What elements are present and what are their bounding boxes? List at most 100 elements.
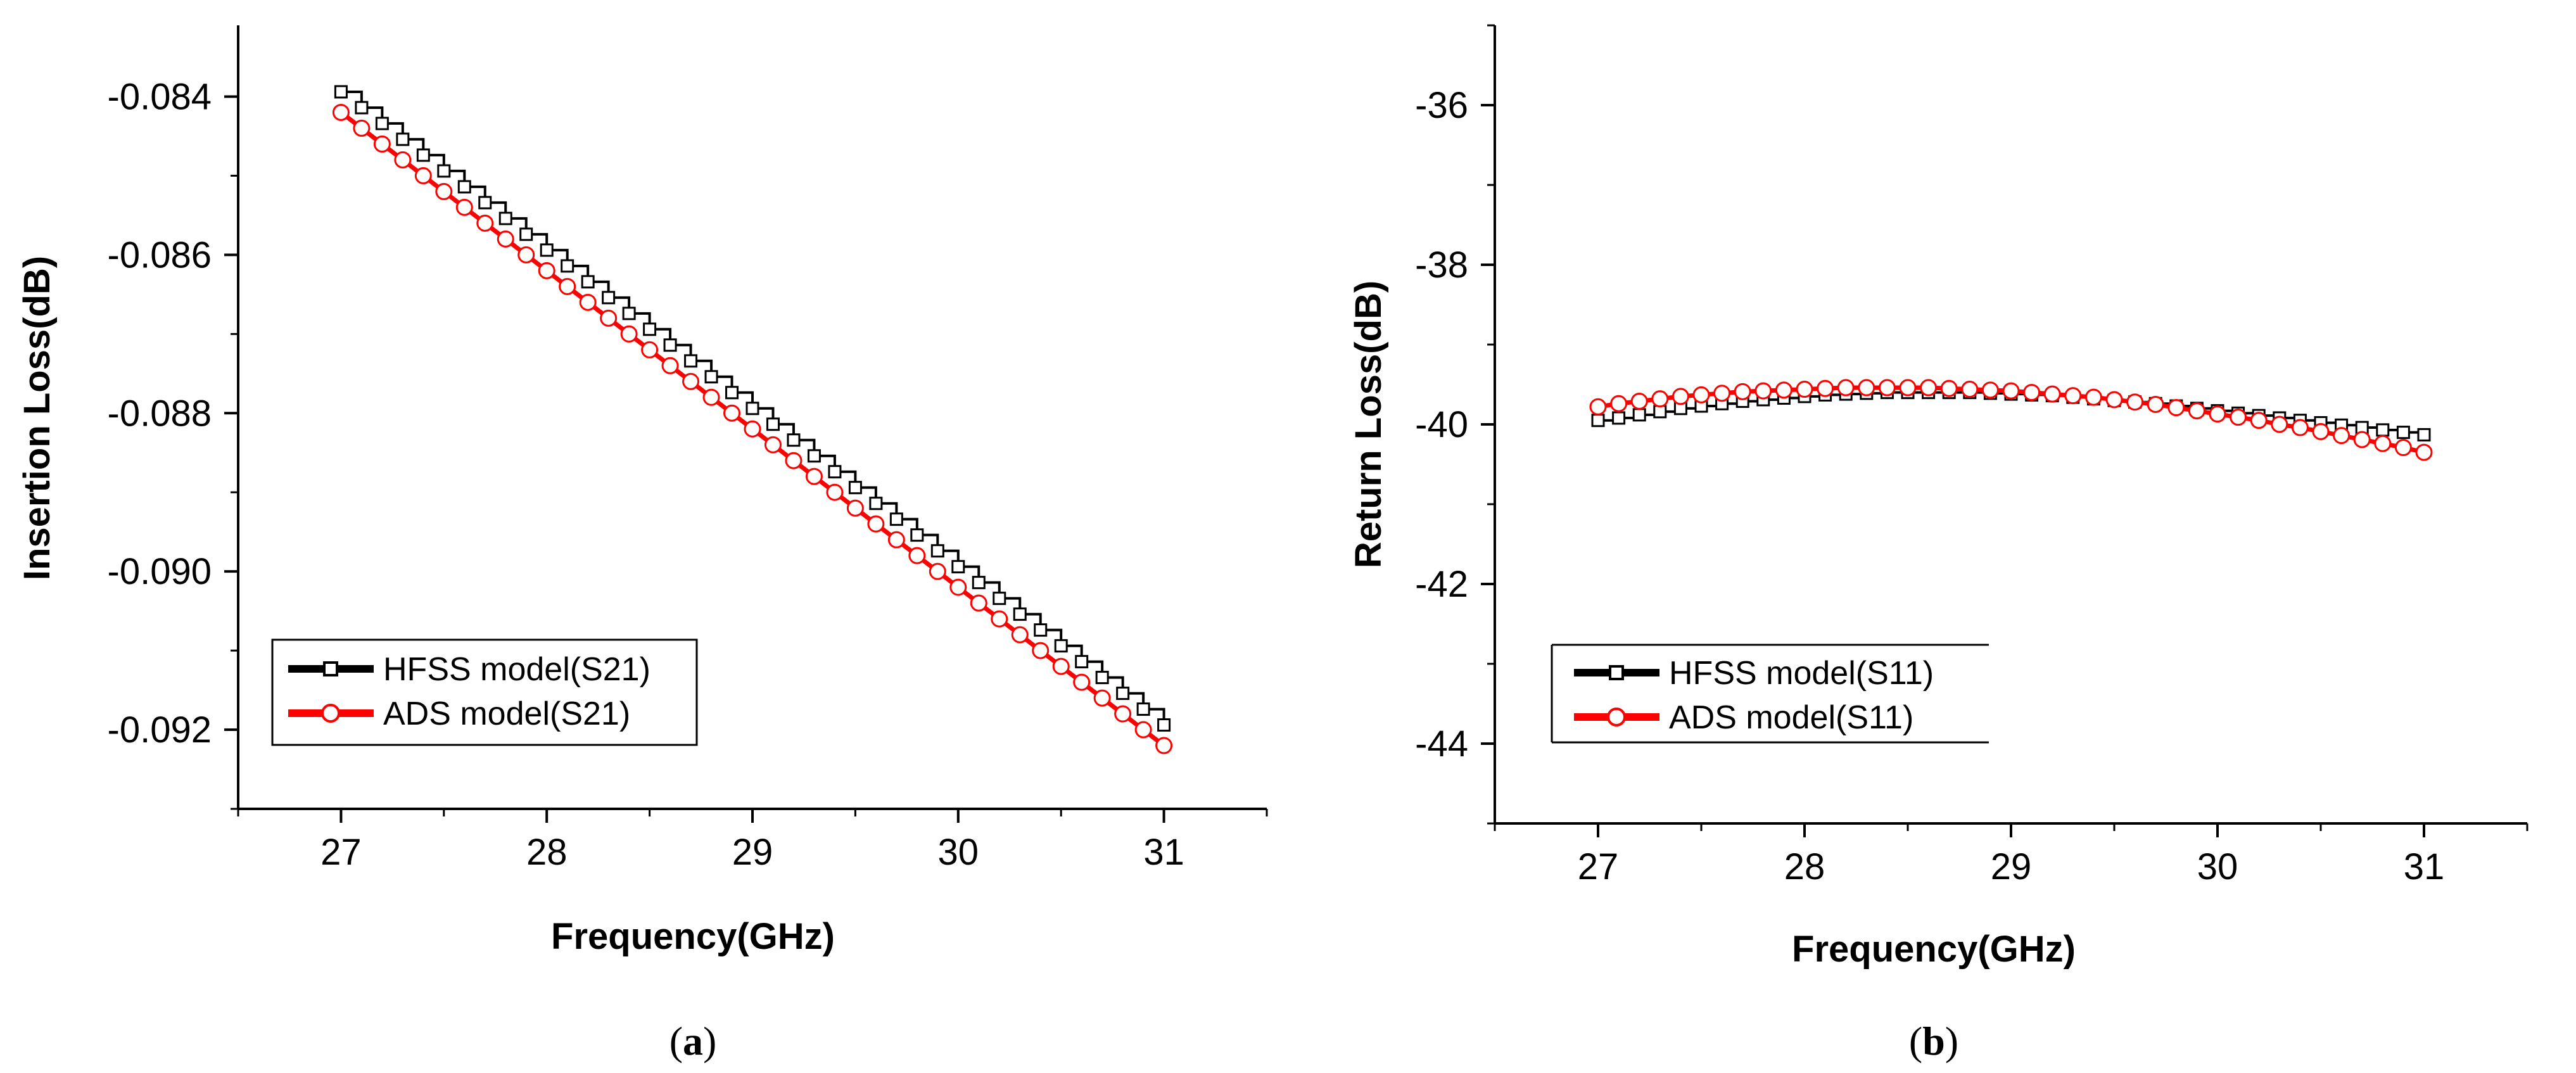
data-point-ads-model-s21 (846, 499, 864, 517)
data-point-ads-model-s11 (1858, 379, 1875, 397)
data-point-ads-model-s11 (1899, 379, 1917, 397)
data-point-ads-model-s11 (1837, 379, 1855, 397)
data-point-hfss-model-s21 (478, 196, 492, 210)
y-tick-label: -0.092 (108, 709, 212, 751)
data-point-ads-model-s21 (476, 214, 494, 232)
data-point-hfss-model-s21 (1136, 702, 1150, 716)
y-tick-label: -0.088 (108, 393, 212, 434)
data-point-hfss-model-s21 (602, 291, 616, 305)
x-tick-label: 27 (1578, 846, 1619, 887)
legend-marker-circle-s11 (1607, 708, 1626, 727)
data-point-ads-model-s11 (2230, 409, 2247, 426)
data-point-hfss-model-s21 (1034, 623, 1048, 637)
data-point-hfss-model-s11 (1612, 411, 1626, 425)
data-point-ads-model-s21 (497, 230, 514, 248)
data-point-hfss-model-s11 (1653, 405, 1667, 419)
data-point-ads-model-s11 (1817, 379, 1834, 397)
data-point-hfss-model-s21 (869, 497, 883, 511)
data-point-ads-model-s11 (2312, 422, 2330, 440)
data-point-ads-model-s11 (2126, 393, 2144, 411)
data-point-ads-model-s11 (2002, 382, 2020, 400)
data-point-ads-model-s11 (1589, 398, 1607, 416)
data-point-hfss-model-s21 (807, 449, 821, 463)
data-point-ads-model-s21 (929, 562, 946, 580)
data-point-hfss-model-s11 (2417, 428, 2431, 441)
data-point-ads-model-s21 (1073, 673, 1091, 691)
data-point-hfss-model-s21 (910, 528, 924, 542)
data-point-hfss-model-s21 (889, 512, 903, 526)
data-point-hfss-model-s21 (746, 402, 759, 416)
y-axis-title-b: Return Loss(dB) (1348, 281, 1389, 568)
data-point-ads-model-s11 (1878, 379, 1896, 397)
data-point-hfss-model-s11 (1632, 408, 1646, 422)
data-point-hfss-model-s11 (2396, 426, 2410, 440)
data-point-ads-model-s21 (1155, 737, 1173, 754)
data-point-ads-model-s21 (908, 547, 926, 564)
data-point-hfss-model-s21 (540, 243, 554, 257)
data-point-ads-model-s11 (1734, 383, 1751, 400)
data-point-ads-model-s11 (2105, 391, 2123, 409)
data-point-ads-model-s21 (538, 262, 555, 279)
data-point-ads-model-s11 (1754, 382, 1772, 400)
x-tick-label: 31 (1143, 832, 1184, 873)
data-point-ads-model-s21 (435, 182, 453, 200)
x-tick-label: 29 (1991, 846, 2032, 887)
data-point-hfss-model-s21 (951, 560, 965, 574)
legend-label-hfss-s21: HFSS model(S21) (383, 651, 650, 688)
data-point-ads-model-s21 (867, 515, 885, 533)
data-point-hfss-model-s21 (1157, 718, 1171, 732)
data-point-ads-model-s11 (2188, 402, 2205, 420)
data-point-hfss-model-s21 (416, 148, 430, 162)
data-point-hfss-model-s21 (437, 164, 451, 178)
data-point-ads-model-s11 (2209, 405, 2226, 423)
y-axis-title-a: Insertion Loss(dB) (16, 256, 58, 580)
legend-item-hfss-s21: HFSS model(S21) (288, 651, 650, 688)
data-point-ads-model-s11 (1630, 392, 1648, 410)
data-point-ads-model-s11 (2333, 427, 2351, 445)
data-point-ads-model-s11 (1796, 381, 1813, 398)
data-point-hfss-model-s21 (972, 576, 986, 590)
data-point-ads-model-s11 (2167, 399, 2185, 417)
caption-b: (b) (1909, 1019, 1958, 1063)
plot-area-a: 27 28 29 30 31 -0.084 -0.086 -0.088 -0.090 -0.092 (108, 25, 1268, 873)
data-point-ads-model-s11 (2291, 419, 2309, 436)
data-point-ads-model-s21 (455, 198, 473, 216)
x-axis-title-a: Frequency(GHz) (551, 916, 835, 957)
data-point-hfss-model-s21 (622, 307, 636, 321)
data-point-hfss-model-s21 (561, 259, 574, 273)
data-point-hfss-model-s21 (457, 180, 471, 194)
data-point-ads-model-s21 (970, 594, 987, 612)
data-point-ads-model-s21 (887, 531, 905, 549)
plot-area-b: 27 28 29 30 31 -36 -38 -40 -42 -44 (1415, 24, 2528, 887)
y-tick-label: -44 (1415, 723, 1468, 765)
legend-item-ads-s11: ADS model(S11) (1574, 699, 1913, 736)
x-tick-label: 30 (2197, 846, 2238, 887)
data-point-ads-model-s21 (1032, 642, 1050, 659)
data-point-hfss-model-s11 (2376, 423, 2390, 437)
panel-b-return-loss: 27 28 29 30 31 -36 -38 -40 -42 -44 HFSS model(S11… (1348, 24, 2528, 1063)
data-point-hfss-model-s21 (1054, 639, 1068, 653)
data-point-ads-model-s21 (764, 436, 782, 454)
data-point-ads-model-s21 (394, 151, 412, 168)
data-point-hfss-model-s21 (704, 370, 718, 384)
data-point-ads-model-s11 (2394, 439, 2412, 457)
data-point-hfss-model-s21 (684, 354, 698, 368)
data-point-ads-model-s11 (2353, 431, 2371, 448)
data-point-ads-model-s11 (1672, 388, 1689, 405)
data-point-ads-model-s21 (702, 388, 720, 406)
y-tick-label: -0.086 (108, 234, 212, 276)
data-point-ads-model-s21 (1093, 689, 1111, 707)
y-tick-label: -0.090 (108, 551, 212, 592)
data-point-hfss-model-s21 (848, 481, 862, 495)
caption-a: (a) (669, 1019, 717, 1063)
data-point-ads-model-s11 (1775, 381, 1792, 399)
data-point-ads-model-s11 (2064, 387, 2082, 405)
data-point-ads-model-s21 (805, 467, 823, 485)
legend-marker-square-s21 (323, 661, 338, 676)
data-point-hfss-model-s21 (375, 117, 389, 130)
x-tick-label: 28 (1784, 846, 1825, 887)
data-point-hfss-model-s21 (766, 417, 780, 431)
data-point-ads-model-s21 (744, 420, 761, 438)
data-point-hfss-model-s21 (787, 433, 801, 447)
